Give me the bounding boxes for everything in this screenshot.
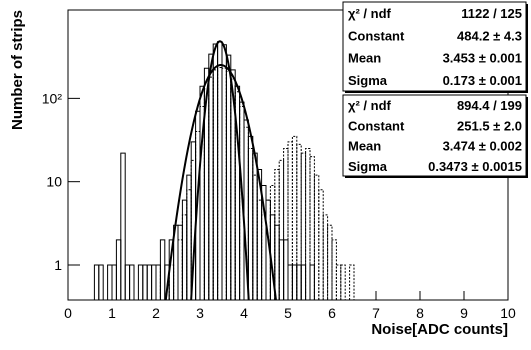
histogram-bin [313,174,320,300]
histogram-bin [300,152,307,300]
stat-boxes: χ² / ndf 1122 / 125 Constant 484.2 ± 4.3 Mea… [342,1,528,178]
x-tick-label: 0 [64,305,72,321]
y-axis-title: Number of strips [9,10,26,130]
x-tick-label: 7 [372,305,380,321]
histogram-bin [208,76,214,300]
histogram-bin [283,148,289,300]
stat-value: 251.5 ± 2.0 [457,118,522,133]
histogram-bin [331,239,337,300]
x-tick-label: 6 [328,305,336,321]
histogram-bin [261,214,267,300]
stat-box [342,1,527,92]
histogram-bin [274,169,280,300]
x-tick-label: 10 [500,305,516,321]
histogram-bin [225,71,232,300]
histogram-bin [287,141,293,300]
stat-label: Constant [348,28,405,43]
histogram-bin [296,143,302,300]
histogram-bin [239,105,245,300]
histogram-bin [212,69,219,300]
x-tick-label: 4 [240,305,248,321]
x-tick-label: 5 [284,305,292,321]
x-tick-label: 2 [152,305,160,321]
histogram-bin [230,78,236,300]
histogram-bin [247,148,254,300]
histogram-bin [203,88,210,300]
histogram-bin [322,214,329,300]
stat-value: 3.453 ± 0.001 [443,51,522,66]
x-tick-label: 3 [196,305,204,321]
histogram-bin [168,264,175,300]
stat-box [342,94,527,177]
fit-curve [164,63,277,300]
stat-value: 0.3473 ± 0.0015 [428,159,522,174]
y-tick-label: 1 [54,257,62,273]
histogram-bin [217,66,223,300]
stat-label: Mean [348,51,381,66]
stat-value: 894.4 / 199 [457,98,522,113]
stat-label: Constant [348,118,405,133]
stat-value: 1122 / 125 [461,6,522,21]
y-tick-label: 10 [46,174,62,190]
histogram-bin [98,264,104,300]
stat-value: 3.474 ± 0.002 [443,139,522,154]
histogram-bin [305,148,311,300]
stat-label: Sigma [348,73,388,88]
histogram-bin [181,214,188,300]
histogram-bin [349,264,355,300]
stat-label: Mean [348,139,381,154]
plot-area [93,40,355,300]
stat-label: χ² / ndf [348,6,392,21]
histogram-bin [221,67,227,300]
x-tick-label: 9 [460,305,468,321]
histogram-bin [129,264,135,300]
stat-label: Sigma [348,159,388,174]
histogram-bin [252,174,258,300]
x-tick-label: 1 [108,305,116,321]
histogram-bin [177,239,183,300]
histogram-bin [243,126,249,300]
histogram-bin [199,105,205,300]
histogram-bin [309,156,315,300]
histogram-bin [120,152,126,300]
stat-value: 484.2 ± 4.3 [457,28,522,43]
y-tick-label: 10² [42,90,63,106]
histogram-bin [318,189,324,300]
histogram-bin [155,264,161,300]
histogram-bin [234,91,241,300]
histogram-bin [340,264,346,300]
histogram-bin [278,159,285,300]
histogram-bin [186,189,192,300]
stat-value: 0.173 ± 0.001 [443,73,522,88]
stat-label: χ² / ndf [348,98,392,113]
fit-curve [190,40,250,300]
histogram-bin [327,224,333,300]
x-axis-title: Noise[ADC counts] [371,321,508,338]
x-tick-label: 8 [416,305,424,321]
